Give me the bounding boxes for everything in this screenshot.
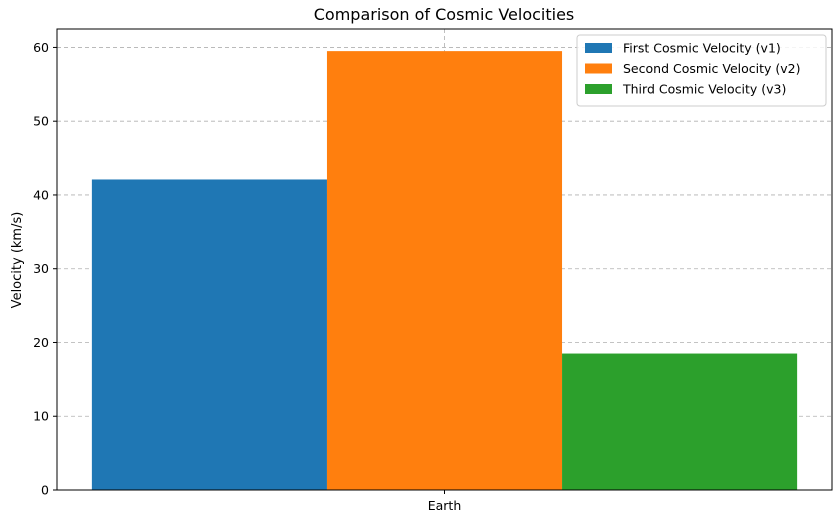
bars <box>91 51 798 491</box>
legend-label: Second Cosmic Velocity (v2) <box>623 61 800 76</box>
legend-box <box>576 34 827 107</box>
y-tick-label: 50 <box>33 114 49 129</box>
legend: First Cosmic Velocity (v1) Second Cosmic … <box>576 34 827 107</box>
y-tick-label: 0 <box>41 483 49 498</box>
bar-1 <box>91 179 327 490</box>
y-tick-label: 10 <box>33 409 49 424</box>
bar-3 <box>562 353 798 490</box>
axes: 0 10 20 30 40 50 60 Earth <box>33 28 833 513</box>
y-tick-label: 20 <box>33 335 49 350</box>
chart-title: Comparison of Cosmic Velocities <box>314 5 575 24</box>
legend-label: Third Cosmic Velocity (v3) <box>622 82 786 97</box>
y-tick-label: 60 <box>33 40 49 55</box>
legend-swatch <box>585 84 612 94</box>
x-tick-label: Earth <box>428 498 462 513</box>
y-tick-label: 40 <box>33 187 49 202</box>
legend-swatch <box>585 43 612 53</box>
plot-frame <box>56 28 833 491</box>
bar-2 <box>326 51 563 491</box>
y-tick-label: 30 <box>33 261 49 276</box>
y-axis-label: Velocity (km/s) <box>10 212 25 309</box>
legend-label: First Cosmic Velocity (v1) <box>623 41 781 56</box>
legend-swatch <box>585 63 612 74</box>
